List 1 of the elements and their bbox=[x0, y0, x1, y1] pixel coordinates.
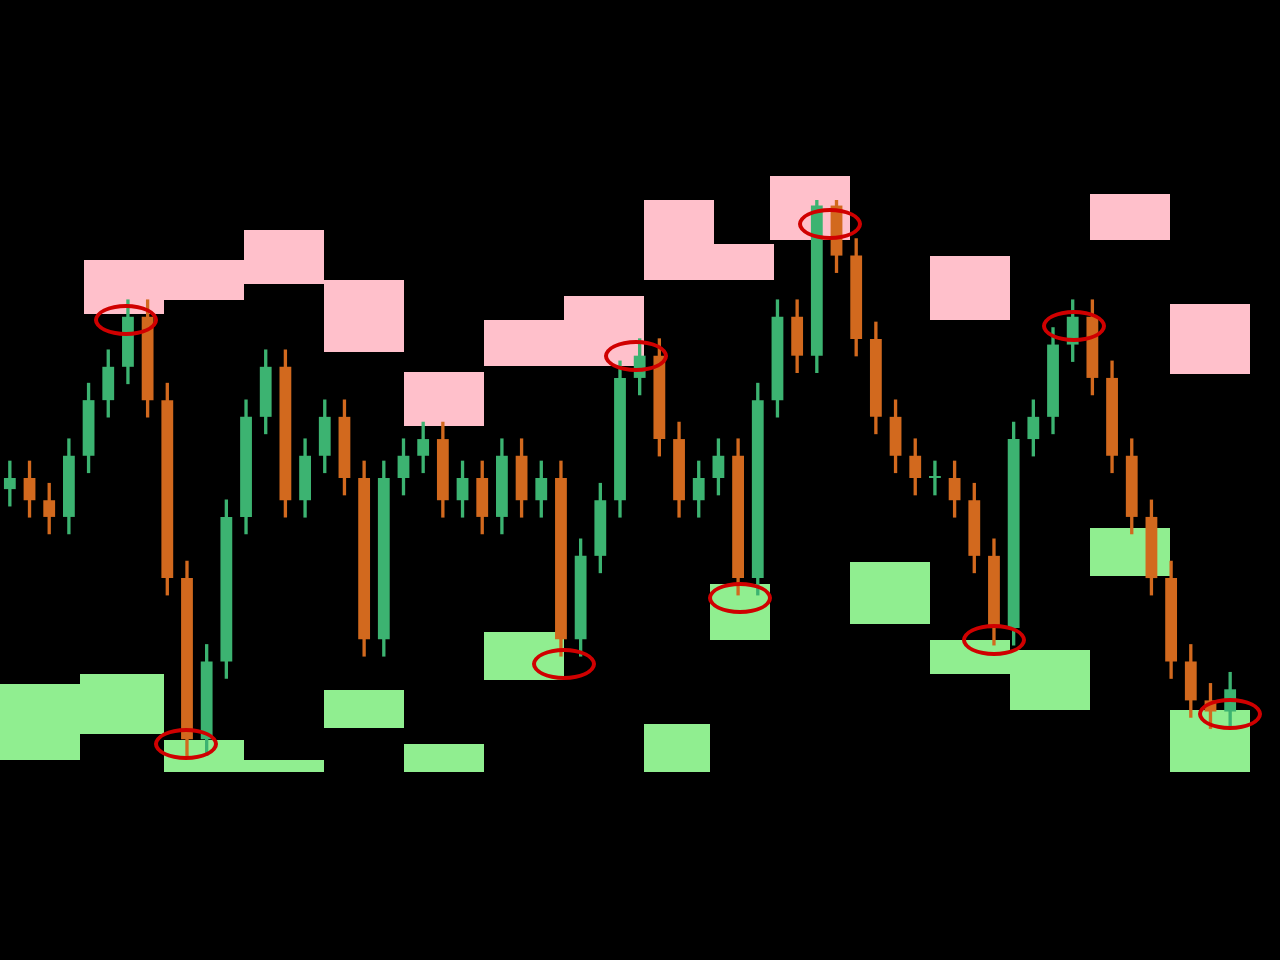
candlestick bbox=[929, 460, 941, 496]
